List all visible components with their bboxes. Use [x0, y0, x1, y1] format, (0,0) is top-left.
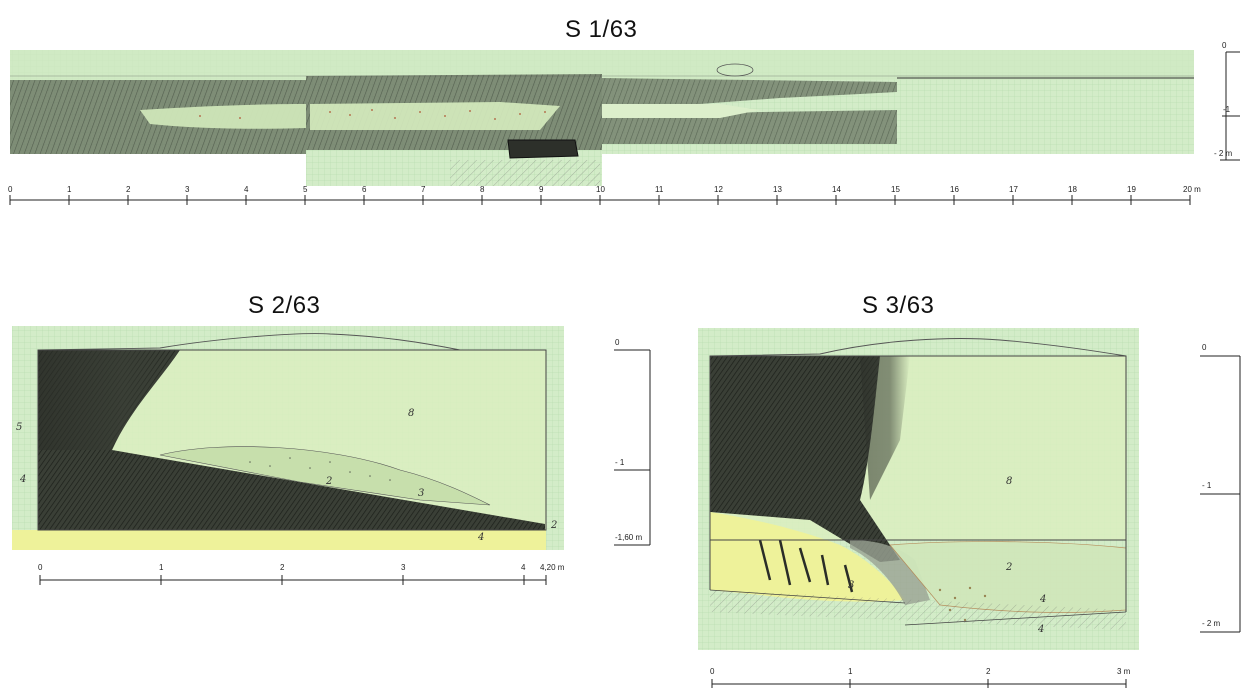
s1-scale-15: 15	[891, 185, 900, 194]
s3-mark-8: 8	[1006, 476, 1012, 487]
s2-depth-1: - 1	[615, 458, 625, 467]
section-1-title: S 1/63	[565, 16, 638, 43]
s3-scale-1: 1	[848, 667, 853, 676]
s1-scale-2: 2	[126, 185, 131, 194]
section-3-scale-bar: 0 1 2 3 m	[710, 667, 1131, 688]
s1-scale-12: 12	[714, 185, 723, 194]
s2-scale-0: 0	[38, 563, 43, 572]
s1-scale-18: 18	[1068, 185, 1077, 194]
s2-depth-160: -1,60 m	[615, 533, 642, 542]
section-1-drawing	[10, 50, 1194, 186]
s1-scale-13: 13	[773, 185, 782, 194]
s3-scale-2: 2	[986, 667, 991, 676]
s2-mark-2b: 2	[550, 520, 557, 531]
section-3-drawing: 3 4 2 4 8	[698, 328, 1139, 650]
s2-depth-0: 0	[615, 338, 620, 347]
s1-scale-10: 10	[596, 185, 605, 194]
s2-scale-1: 1	[159, 563, 164, 572]
s1-scale-19: 19	[1127, 185, 1136, 194]
s1-scale-14: 14	[832, 185, 841, 194]
s1-depth-0: 0	[1222, 41, 1227, 50]
s1-scale-17: 17	[1009, 185, 1018, 194]
s3-scale-3: 3 m	[1117, 667, 1131, 676]
section-3-depth-scale: 0 - 1 - 2 m	[1200, 343, 1241, 633]
s3-mark-4b: 4	[1037, 624, 1044, 635]
s1-scale-3: 3	[185, 185, 190, 194]
s1-scale-11: 11	[655, 185, 664, 194]
s1-scale-7: 7	[421, 185, 426, 194]
s3-mark-2: 2	[1005, 562, 1012, 573]
s3-depth-2: - 2 m	[1202, 619, 1221, 628]
s2-scale-2: 2	[280, 563, 285, 572]
s3-mark-3: 3	[848, 580, 854, 591]
s1-scale-0: 0	[8, 185, 13, 194]
s2-mark-3: 3	[418, 488, 424, 499]
s2-mark-2a: 2	[325, 476, 332, 487]
s2-mark-8: 8	[408, 408, 414, 419]
s1-scale-8: 8	[480, 185, 485, 194]
s2-scale-420: 4,20 m	[540, 563, 565, 572]
s1-scale-16: 16	[950, 185, 959, 194]
s1-scale-5: 5	[303, 185, 308, 194]
s3-mark-4a: 4	[1039, 594, 1046, 605]
section-1-depth-scale: 0 -1 - 2 m	[1214, 41, 1240, 161]
s2-mark-4b: 4	[477, 532, 484, 543]
section-2-scale-bar: 0 1 2 3 4 4,20 m	[38, 563, 565, 585]
section-2-drawing: 5 4 8 2 3 4 2	[12, 326, 564, 550]
s1-scale-1: 1	[67, 185, 72, 194]
s2-scale-4: 4	[521, 563, 526, 572]
s1-depth-2: - 2 m	[1214, 149, 1233, 158]
s1-scale-6: 6	[362, 185, 367, 194]
s1-scale-9: 9	[539, 185, 544, 194]
section-2-title: S 2/63	[248, 292, 321, 319]
s2-mark-5: 5	[16, 422, 22, 433]
section-3-title: S 3/63	[862, 292, 935, 319]
s1-scale-4: 4	[244, 185, 249, 194]
s3-scale-0: 0	[710, 667, 715, 676]
s1-depth-1: -1	[1223, 105, 1231, 114]
s1-scale-20: 20 m	[1183, 185, 1201, 194]
section-1-scale-bar: 0 1 2 3 4 5 6 7 8 9 10 11 12 13 14 15 16…	[8, 185, 1201, 205]
section-2-depth-scale: 0 - 1 -1,60 m	[614, 338, 651, 546]
s3-depth-0: 0	[1202, 343, 1207, 352]
s2-scale-3: 3	[401, 563, 406, 572]
s2-mark-4a: 4	[19, 474, 26, 485]
s3-depth-1: - 1	[1202, 481, 1212, 490]
